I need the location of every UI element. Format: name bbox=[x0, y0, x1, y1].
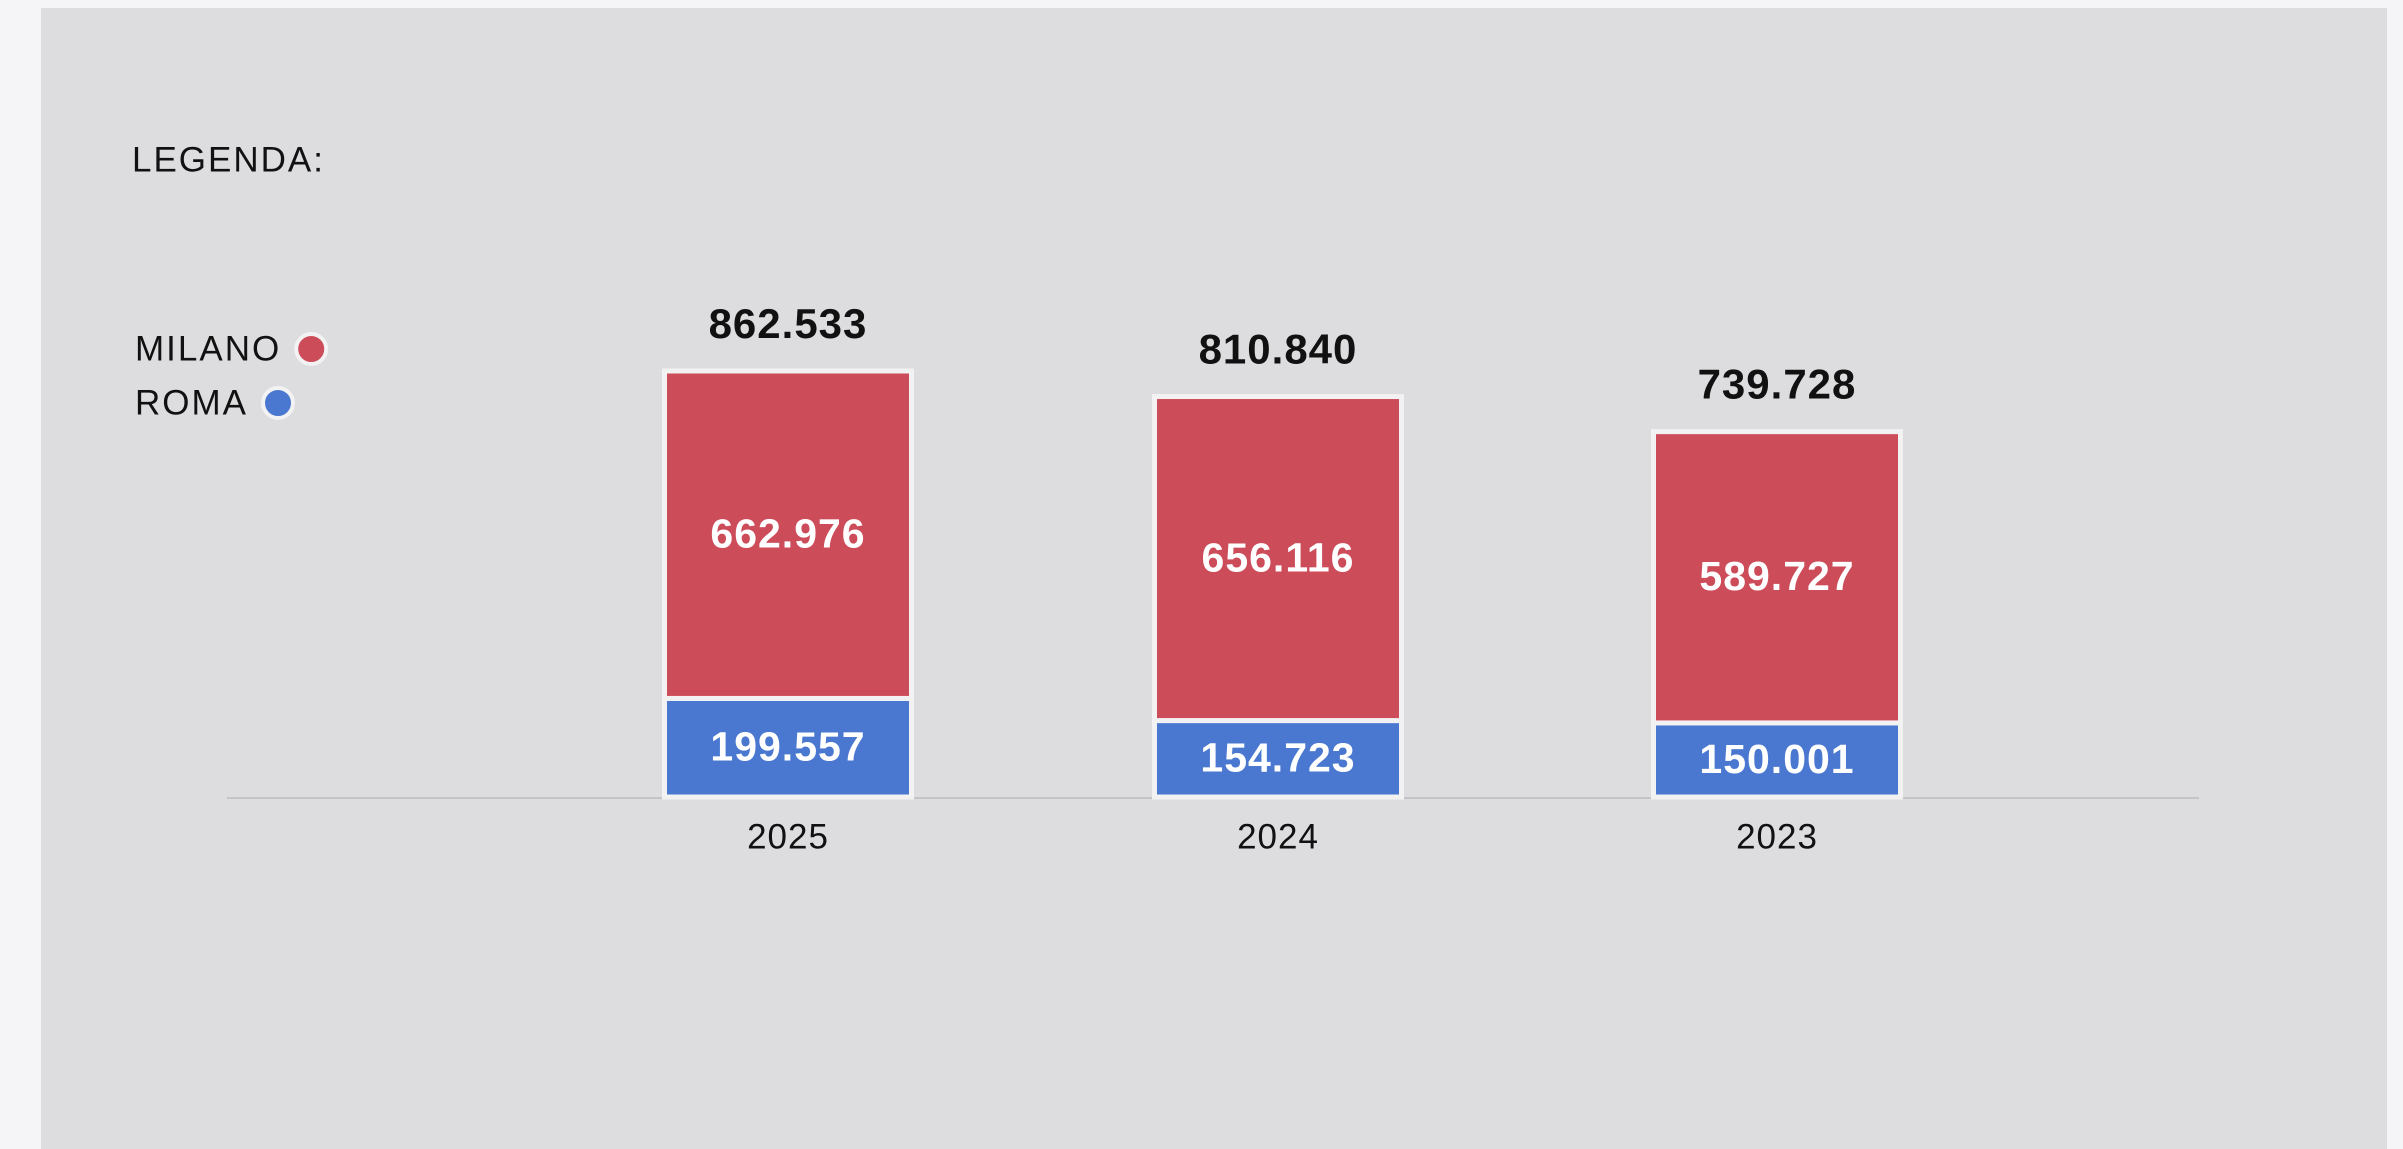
total-label: 862.533 bbox=[709, 300, 868, 347]
bar-segment bbox=[1651, 720, 1903, 800]
bar-label: 154.723 bbox=[1200, 735, 1355, 781]
legend-swatch bbox=[294, 332, 329, 366]
x-tick-label: 2024 bbox=[1237, 817, 1319, 856]
x-tick-label: 2023 bbox=[1736, 817, 1818, 856]
bar-segment bbox=[1651, 429, 1903, 726]
legend-swatch bbox=[261, 386, 295, 420]
legend-title: LEGENDA: bbox=[132, 140, 325, 179]
legend-label: ROMA bbox=[135, 383, 248, 422]
bar-segment bbox=[1152, 394, 1404, 724]
total-label: 810.840 bbox=[1199, 326, 1358, 373]
legend-label: MILANO bbox=[135, 329, 281, 368]
bar-label: 199.557 bbox=[710, 724, 865, 770]
bar-label: 150.001 bbox=[1699, 736, 1854, 782]
bar-label: 589.727 bbox=[1699, 553, 1854, 599]
total-label: 739.728 bbox=[1698, 361, 1857, 408]
bar-segment bbox=[662, 368, 914, 701]
x-tick-label: 2025 bbox=[747, 817, 829, 856]
bar-label: 656.116 bbox=[1202, 534, 1355, 580]
bar-label: 662.976 bbox=[710, 511, 865, 557]
bar-segment bbox=[662, 695, 914, 800]
